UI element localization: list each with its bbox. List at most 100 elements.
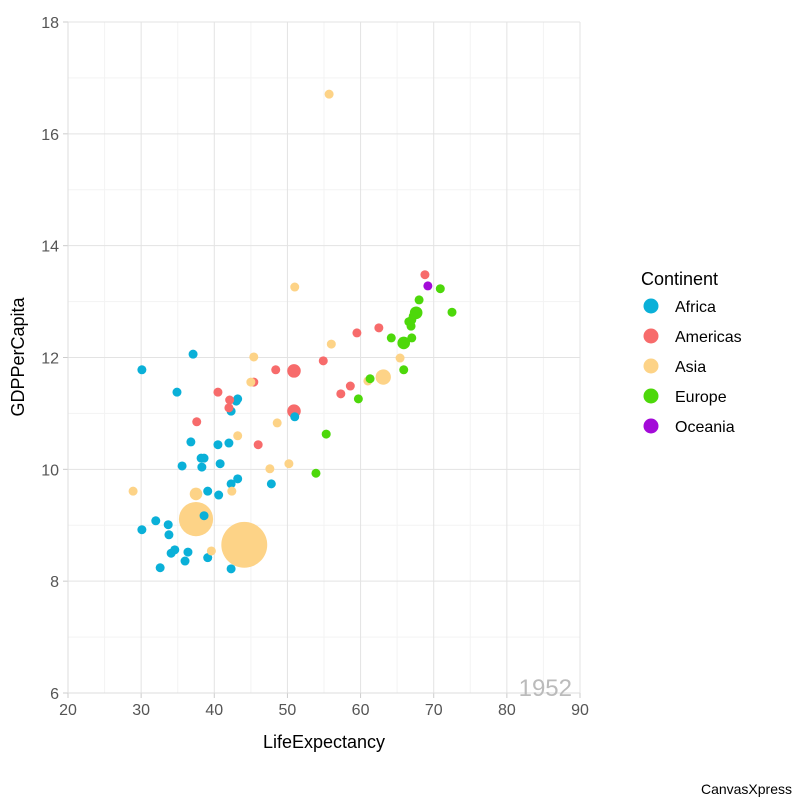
legend: Continent Africa Americas Asia Europe Oceani…: [641, 269, 742, 436]
data-point-europe: [311, 468, 321, 478]
data-point-asia: [290, 282, 300, 292]
data-point-oceania: [423, 281, 433, 291]
data-point-americas: [253, 440, 263, 450]
y-tick-label: 6: [50, 686, 59, 703]
data-point-asia: [284, 459, 294, 469]
legend-marker-africa: [643, 298, 659, 314]
data-point-americas: [225, 395, 235, 405]
data-point-asia: [395, 353, 405, 363]
data-point-americas: [213, 387, 223, 397]
legend-marker-americas: [643, 328, 659, 344]
data-point-asia: [233, 431, 243, 441]
x-tick-label: 20: [59, 702, 77, 719]
data-point-africa: [197, 462, 207, 472]
data-point-asia: [227, 486, 237, 496]
data-point-asia: [246, 377, 256, 387]
data-point-asia: [375, 369, 391, 385]
data-point-africa: [226, 564, 236, 574]
data-point-asia: [189, 487, 203, 501]
data-point-americas: [192, 417, 202, 427]
data-point-africa: [199, 453, 209, 463]
legend-label-europe: Europe: [675, 389, 727, 406]
data-point-americas: [224, 403, 234, 413]
data-point-europe: [399, 365, 409, 375]
x-tick-label: 40: [205, 702, 223, 719]
data-point-europe: [435, 284, 445, 294]
data-point-africa: [233, 474, 243, 484]
data-point-europe: [353, 394, 363, 404]
x-tick-label: 90: [571, 702, 589, 719]
data-point-europe: [365, 374, 375, 384]
y-tick-label: 8: [50, 574, 59, 591]
data-point-africa: [137, 525, 147, 535]
data-point-africa: [163, 520, 173, 530]
data-point-africa: [172, 387, 182, 397]
data-point-europe: [321, 429, 331, 439]
legend-label-oceania: Oceania: [675, 419, 735, 436]
legend-label-americas: Americas: [675, 329, 742, 346]
y-axis-title: GDPPerCapita: [8, 296, 28, 416]
data-point-africa: [214, 490, 224, 500]
x-tick-label: 60: [352, 702, 370, 719]
data-point-africa: [180, 556, 190, 566]
data-point-africa: [188, 349, 198, 359]
data-points: [128, 89, 457, 574]
data-point-asia: [326, 339, 336, 349]
canvasxpress-credit: CanvasXpress: [701, 781, 792, 797]
data-point-americas: [345, 381, 355, 391]
data-point-africa: [151, 516, 161, 526]
data-point-africa: [226, 479, 236, 489]
legend-marker-asia: [643, 358, 659, 374]
data-point-africa: [233, 394, 243, 404]
data-point-americas: [287, 364, 301, 378]
legend-marker-europe: [643, 388, 659, 404]
data-point-americas: [352, 328, 362, 338]
data-point-africa: [224, 438, 234, 448]
y-tick-label: 16: [41, 127, 59, 144]
data-point-americas: [318, 356, 328, 366]
data-point-americas: [336, 389, 346, 399]
legend-title: Continent: [641, 269, 718, 289]
data-point-asia: [324, 89, 334, 99]
data-point-asia: [206, 546, 216, 556]
y-tick-label: 14: [41, 239, 59, 256]
data-point-americas: [271, 365, 281, 375]
data-point-africa: [177, 461, 187, 471]
data-point-africa: [183, 547, 193, 557]
x-tick-label: 80: [498, 702, 516, 719]
data-point-africa: [186, 437, 196, 447]
data-point-asia: [128, 486, 138, 496]
data-point-europe: [406, 321, 416, 331]
data-point-asia: [272, 418, 282, 428]
data-point-europe: [386, 333, 396, 343]
data-point-africa: [203, 553, 213, 563]
data-point-africa: [170, 545, 180, 555]
x-tick-label: 50: [279, 702, 297, 719]
axes: 20 30 40 50 60 70 80 90 6 8 10 12 14 16 18: [41, 15, 589, 719]
data-point-africa: [213, 440, 223, 450]
y-tick-label: 10: [41, 462, 59, 479]
data-point-africa: [199, 511, 209, 521]
legend-label-africa: Africa: [675, 299, 716, 316]
data-point-africa: [137, 365, 147, 375]
data-point-asia: [221, 521, 268, 568]
data-point-africa: [203, 486, 213, 496]
x-tick-label: 70: [425, 702, 443, 719]
legend-label-asia: Asia: [675, 359, 706, 376]
data-point-americas: [420, 270, 430, 280]
data-point-americas: [374, 323, 384, 333]
data-point-europe: [407, 333, 417, 343]
x-tick-label: 30: [132, 702, 150, 719]
legend-marker-oceania: [643, 418, 659, 434]
x-axis-title: LifeExpectancy: [263, 732, 385, 752]
data-point-asia: [178, 501, 214, 537]
data-point-africa: [155, 563, 165, 573]
data-point-europe: [397, 336, 411, 350]
data-point-africa: [290, 412, 300, 422]
data-point-asia: [265, 464, 275, 474]
y-tick-label: 18: [41, 15, 59, 32]
data-point-europe: [414, 295, 424, 305]
data-point-africa: [266, 479, 276, 489]
data-point-africa: [164, 530, 174, 540]
